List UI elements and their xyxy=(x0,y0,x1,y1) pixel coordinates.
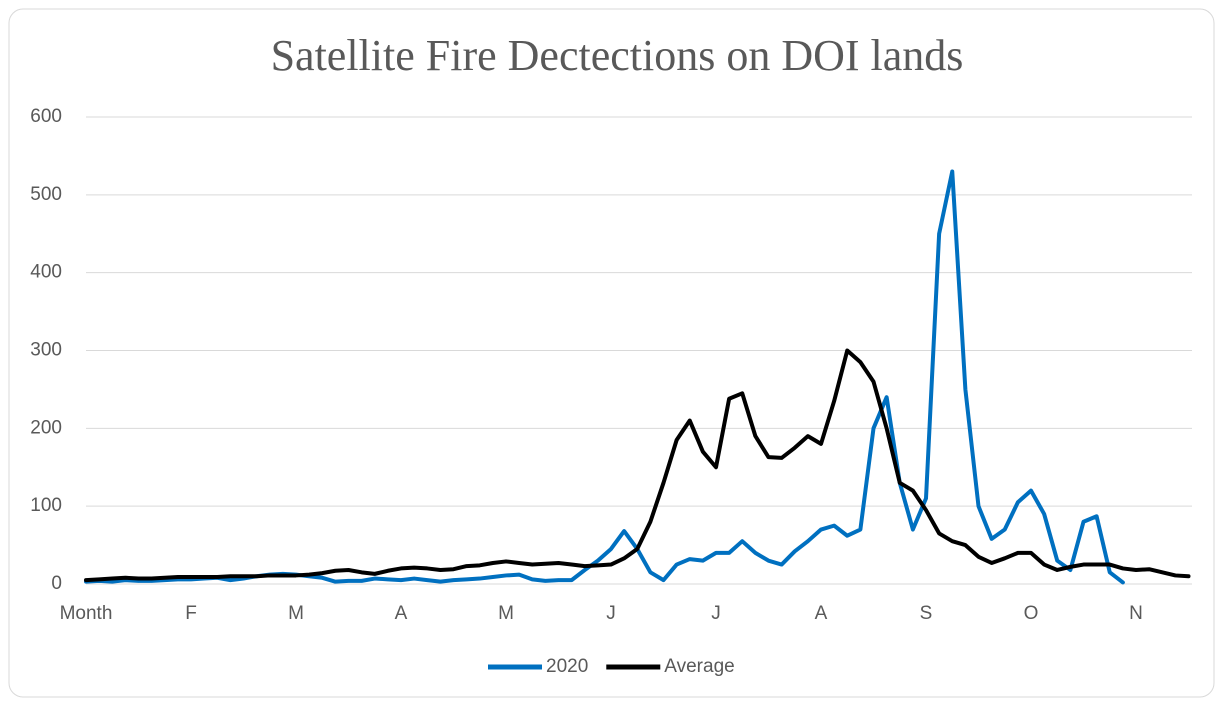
x-tick-label: F xyxy=(185,603,197,624)
x-tick-label: O xyxy=(1024,603,1039,624)
legend-label: 2020 xyxy=(546,656,588,677)
x-tick-label: A xyxy=(395,603,408,624)
line-series xyxy=(84,348,1191,583)
y-tick-label: 300 xyxy=(30,340,62,361)
chart-border xyxy=(8,8,1215,698)
y-tick-label: 400 xyxy=(30,262,62,283)
y-tick-label: 200 xyxy=(30,417,62,438)
x-tick-label: J xyxy=(606,603,616,624)
y-tick-label: 500 xyxy=(30,184,62,205)
x-tick-label: A xyxy=(815,603,828,624)
x-tick-label: J xyxy=(711,603,721,624)
x-tick-label: Month xyxy=(60,603,113,624)
x-tick-label: N xyxy=(1129,603,1143,624)
x-tick-label: M xyxy=(498,603,514,624)
x-tick-label: S xyxy=(920,603,933,624)
legend-label: Average xyxy=(664,656,734,677)
y-tick-label: 100 xyxy=(30,495,62,516)
y-tick-label: 600 xyxy=(30,106,62,127)
x-tick-label: M xyxy=(288,603,304,624)
y-tick-label: 0 xyxy=(51,573,62,594)
chart-title: Satellite Fire Dectections on DOI lands xyxy=(271,31,964,80)
